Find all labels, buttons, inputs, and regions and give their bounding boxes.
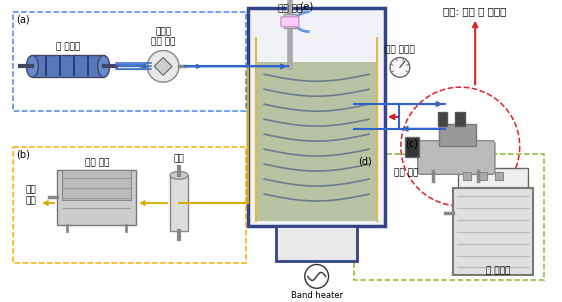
Polygon shape	[154, 57, 172, 75]
Bar	[454, 188, 533, 275]
Text: 압력 게이지: 압력 게이지	[385, 46, 415, 54]
Text: Band heater: Band heater	[291, 291, 343, 300]
Bar	[463, 172, 471, 180]
Text: 냉각수
순환 펌프: 냉각수 순환 펌프	[151, 27, 175, 47]
Text: (c): (c)	[405, 139, 418, 149]
Bar	[57, 170, 137, 225]
Bar	[479, 172, 487, 180]
Bar	[33, 56, 103, 77]
Bar	[248, 8, 385, 226]
Bar	[455, 112, 465, 126]
Bar	[256, 63, 377, 221]
Text: (b): (b)	[16, 149, 30, 159]
Text: (d): (d)	[358, 156, 372, 166]
Bar	[405, 137, 419, 156]
Bar	[62, 170, 132, 200]
Text: 진공 펌프: 진공 펌프	[84, 159, 109, 167]
Text: (e): (e)	[300, 2, 314, 12]
Text: 공기
토출: 공기 토출	[25, 185, 36, 205]
FancyBboxPatch shape	[281, 17, 299, 27]
Circle shape	[390, 57, 410, 77]
Text: (a): (a)	[16, 15, 30, 25]
Text: 온수 순환: 온수 순환	[393, 169, 418, 177]
Bar	[170, 175, 188, 231]
Bar	[438, 124, 476, 146]
Text: 스팀: 추가 열 매개체: 스팀: 추가 열 매개체	[443, 6, 507, 16]
Bar	[12, 12, 246, 111]
Circle shape	[147, 50, 179, 82]
Text: 필터: 필터	[174, 154, 184, 163]
Text: 열 교환기: 열 교환기	[56, 43, 80, 52]
Bar	[459, 169, 528, 188]
Bar	[354, 153, 545, 280]
FancyBboxPatch shape	[418, 141, 495, 174]
Text: 열 교환기: 열 교환기	[486, 266, 510, 275]
Ellipse shape	[26, 56, 38, 77]
Bar	[284, 14, 296, 28]
Bar	[12, 146, 246, 264]
Bar	[437, 112, 447, 126]
Ellipse shape	[170, 171, 188, 179]
Text: 진공 밸브: 진공 밸브	[278, 4, 302, 13]
Bar	[495, 172, 503, 180]
Bar	[276, 226, 357, 261]
Ellipse shape	[98, 56, 110, 77]
